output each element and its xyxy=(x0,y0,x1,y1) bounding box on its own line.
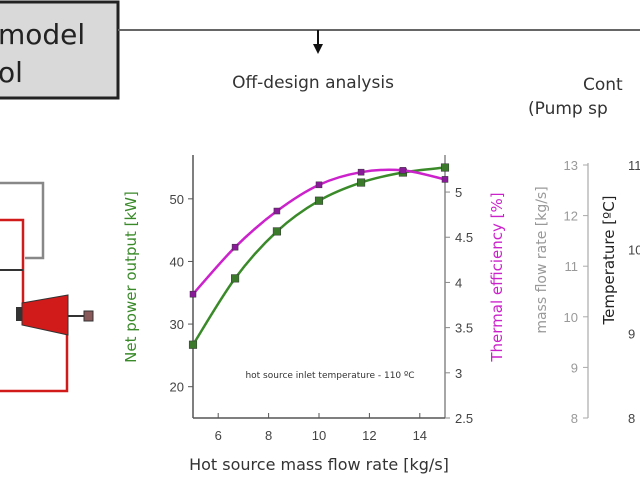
model-box-line2: ol xyxy=(0,56,23,89)
mass-flow-tick-label: 10 xyxy=(564,310,578,325)
y2-tick-label: 2.5 xyxy=(455,411,473,426)
x-axis-label: Hot source mass flow rate [kg/s] xyxy=(189,455,449,474)
data-point xyxy=(272,227,281,236)
x-tick-label: 6 xyxy=(215,428,222,443)
y-tick-label: 50 xyxy=(170,192,184,207)
off-design-chart: 6 8 10 12 14 20 30 40 50 2.5 3 3.5 4 4.5 5 hot source … xyxy=(122,155,506,474)
control-title-line1: Cont xyxy=(583,75,623,95)
data-point xyxy=(231,243,239,251)
off-design-title: Off-design analysis xyxy=(232,73,394,93)
x-tick-label: 8 xyxy=(265,428,272,443)
control-title-line2: (Pump sp xyxy=(528,99,608,119)
data-point xyxy=(188,340,198,349)
shaft-stub xyxy=(16,307,22,321)
temperature-axis-label: Temperature [ºC] xyxy=(600,195,618,325)
temperature-tick-label: 8 xyxy=(628,411,635,426)
data-point xyxy=(357,178,366,187)
control-chart-partial: mass flow rate [kg/s] 8 9 10 11 12 13 Tempera… xyxy=(534,158,640,426)
data-point xyxy=(357,168,365,176)
data-point xyxy=(315,181,323,189)
red-loop-outlet xyxy=(0,330,69,393)
temperature-tick-label: 11 xyxy=(628,158,640,173)
cycle-diagram xyxy=(0,181,94,393)
chart-annotation: hot source inlet temperature - 110 ºC xyxy=(245,371,414,381)
generator-icon xyxy=(83,310,94,322)
mass-flow-tick-label: 8 xyxy=(571,411,578,426)
y2-tick-label: 3 xyxy=(455,366,462,381)
data-point xyxy=(399,167,407,174)
red-loop-inlet xyxy=(0,218,25,303)
y-tick-label: 40 xyxy=(170,254,184,269)
model-box xyxy=(0,0,120,100)
x-tick-label: 14 xyxy=(413,428,427,443)
y-tick-label: 30 xyxy=(170,317,184,332)
mass-flow-tick-label: 13 xyxy=(564,158,578,173)
data-point xyxy=(189,290,197,298)
model-box-line1: model xyxy=(0,18,85,51)
mass-flow-tick-label: 9 xyxy=(571,360,578,375)
temperature-tick-label: 10 xyxy=(628,242,640,257)
y2-tick-label: 5 xyxy=(455,185,462,200)
y2-axis-label: Thermal efficiency [%] xyxy=(488,192,506,362)
gray-loop xyxy=(0,181,45,260)
turbine-icon xyxy=(21,294,69,336)
y2-tick-label: 4 xyxy=(455,275,462,290)
data-point xyxy=(441,176,449,183)
data-point xyxy=(440,163,450,172)
x-tick-label: 12 xyxy=(362,428,376,443)
mass-flow-tick-label: 11 xyxy=(565,259,579,274)
data-point xyxy=(314,196,324,205)
data-point xyxy=(273,207,281,215)
mass-flow-axis-label: mass flow rate [kg/s] xyxy=(534,186,550,333)
series-line-1 xyxy=(192,168,446,296)
data-point xyxy=(231,274,240,283)
y2-tick-label: 4.5 xyxy=(455,230,473,245)
mass-flow-tick-label: 12 xyxy=(564,209,578,224)
y-axis-label: Net power output [kW] xyxy=(122,191,140,363)
series-line-0 xyxy=(191,166,446,346)
temperature-tick-label: 9 xyxy=(628,327,635,342)
y-tick-label: 20 xyxy=(170,380,184,395)
x-tick-label: 10 xyxy=(312,428,326,443)
arrow-head-icon xyxy=(313,44,323,54)
y2-tick-label: 3.5 xyxy=(455,321,473,336)
